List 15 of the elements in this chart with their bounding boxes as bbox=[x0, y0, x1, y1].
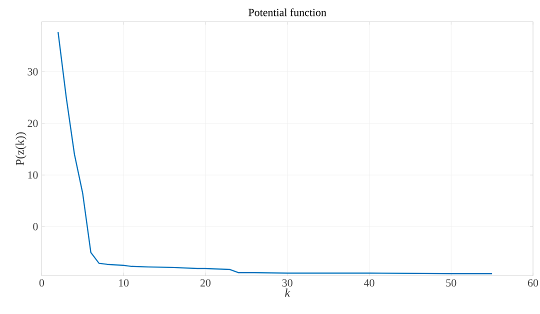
y-tick-label: 30 bbox=[28, 68, 38, 76]
line-series bbox=[57, 31, 493, 274]
x-axis-title: k bbox=[285, 288, 290, 297]
y-tick-label: 10 bbox=[28, 171, 38, 179]
x-tick-label: 10 bbox=[119, 279, 129, 287]
x-tick-label: 0 bbox=[39, 279, 44, 287]
x-tick-label: 40 bbox=[364, 279, 374, 287]
x-tick-label: 20 bbox=[200, 279, 211, 287]
chart-title: Potential function bbox=[248, 8, 326, 16]
y-tick-label: 0 bbox=[33, 222, 38, 230]
x-tick-label: 30 bbox=[282, 279, 292, 287]
x-tick-label: 60 bbox=[528, 279, 538, 287]
y-axis-title: P(z(k)) bbox=[16, 132, 26, 166]
y-tick-label: 20 bbox=[28, 120, 38, 128]
x-tick-label: 50 bbox=[446, 279, 456, 287]
